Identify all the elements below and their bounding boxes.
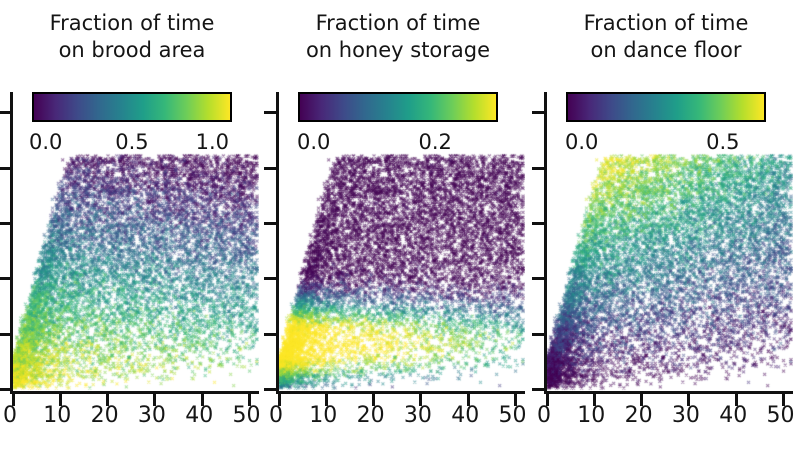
panel-title: Fraction of time on dance floor bbox=[524, 10, 808, 64]
panel-title-line1: Fraction of time bbox=[583, 11, 749, 35]
x-axis-tick-labels: 0 10 20 30 40 50 bbox=[269, 403, 527, 433]
panel-brood-area: Fraction of time on brood area 0.00.51.0… bbox=[0, 0, 262, 455]
panel-title-line2: on dance floor bbox=[590, 38, 742, 62]
x-axis-tick bbox=[58, 394, 62, 406]
x-axis-tick bbox=[592, 394, 596, 406]
x-axis-tick-label: 20 bbox=[356, 403, 385, 428]
x-axis-tick-labels: 0 10 20 30 40 50 bbox=[3, 403, 261, 433]
y-axis-tick bbox=[264, 388, 276, 391]
scatter-canvas bbox=[547, 92, 793, 391]
panel-title-line2: on brood area bbox=[58, 38, 206, 62]
y-axis-tick bbox=[264, 332, 276, 336]
panel-dance-floor: Fraction of time on dance floor 0.00.5 0… bbox=[532, 0, 796, 455]
x-axis-tick-label: 10 bbox=[43, 403, 72, 428]
scatter-canvas bbox=[13, 92, 259, 391]
x-axis-tick bbox=[106, 394, 110, 406]
y-axis-tick bbox=[532, 277, 544, 281]
x-axis-tick bbox=[687, 394, 691, 406]
x-axis-tick-label: 50 bbox=[766, 403, 795, 428]
panel-title-line1: Fraction of time bbox=[49, 11, 215, 35]
x-axis-tick bbox=[514, 394, 518, 406]
x-axis-tick bbox=[545, 394, 549, 406]
y-axis-tick bbox=[264, 222, 276, 226]
x-axis-tick bbox=[466, 394, 470, 406]
panel-honey-storage: Fraction of time on honey storage 0.00.2… bbox=[264, 0, 528, 455]
y-axis-tick bbox=[264, 166, 276, 170]
y-axis-tick bbox=[532, 388, 544, 391]
x-axis-tick bbox=[372, 394, 376, 406]
y-axis-tick bbox=[532, 111, 544, 115]
x-axis-tick-label: 10 bbox=[309, 403, 338, 428]
x-axis-tick-label: 50 bbox=[232, 403, 261, 428]
x-axis-tick bbox=[11, 394, 15, 406]
x-axis-tick bbox=[640, 394, 644, 406]
x-axis-tick-label: 0 bbox=[3, 403, 17, 428]
y-axis-tick bbox=[532, 332, 544, 336]
x-axis-tick-label: 10 bbox=[577, 403, 606, 428]
plot-area bbox=[532, 92, 793, 406]
y-axis-tick bbox=[0, 111, 10, 115]
panel-title-line1: Fraction of time bbox=[315, 11, 481, 35]
x-axis-tick bbox=[277, 394, 281, 406]
x-axis-tick bbox=[419, 394, 423, 406]
x-axis-tick bbox=[734, 394, 738, 406]
x-axis-tick bbox=[782, 394, 786, 406]
x-axis-tick-label: 30 bbox=[403, 403, 432, 428]
x-axis-tick-labels: 0 10 20 30 40 50 bbox=[537, 403, 795, 433]
panel-title-line2: on honey storage bbox=[305, 38, 491, 62]
x-axis-tick-label: 30 bbox=[137, 403, 166, 428]
x-axis-tick bbox=[248, 394, 252, 406]
plot-area bbox=[264, 92, 525, 406]
y-axis-tick bbox=[0, 388, 10, 391]
scatter-canvas bbox=[279, 92, 525, 391]
x-axis-tick-label: 0 bbox=[537, 403, 551, 428]
x-axis-tick-label: 40 bbox=[719, 403, 748, 428]
y-axis-tick bbox=[264, 111, 276, 115]
y-axis-tick bbox=[264, 277, 276, 281]
x-axis-tick-label: 30 bbox=[671, 403, 700, 428]
y-axis-tick bbox=[0, 222, 10, 226]
y-axis-tick bbox=[0, 166, 10, 170]
y-axis-tick bbox=[532, 166, 544, 170]
x-axis-tick bbox=[324, 394, 328, 406]
x-axis-tick bbox=[153, 394, 157, 406]
x-axis-tick-label: 20 bbox=[624, 403, 653, 428]
y-axis-tick bbox=[532, 222, 544, 226]
y-axis-tick bbox=[0, 332, 10, 336]
x-axis-tick-label: 40 bbox=[451, 403, 480, 428]
x-axis-tick-label: 40 bbox=[185, 403, 214, 428]
y-axis-tick bbox=[0, 277, 10, 281]
x-axis-tick bbox=[200, 394, 204, 406]
x-axis-tick-label: 20 bbox=[90, 403, 119, 428]
panel-title: Fraction of time on brood area bbox=[0, 10, 274, 64]
panel-title: Fraction of time on honey storage bbox=[256, 10, 540, 64]
x-axis-tick-label: 50 bbox=[498, 403, 527, 428]
plot-area bbox=[0, 92, 259, 406]
x-axis-tick-label: 0 bbox=[269, 403, 283, 428]
